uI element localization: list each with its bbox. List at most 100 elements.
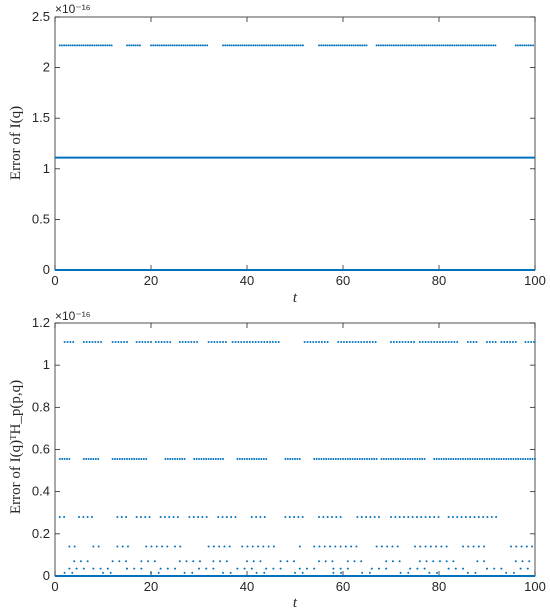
y-tick-label: 0.2 <box>32 526 50 541</box>
data-point <box>157 571 160 574</box>
data-point <box>459 44 462 47</box>
y-tick-label: 1 <box>43 357 50 372</box>
data-point <box>339 515 342 518</box>
data-point <box>472 545 475 548</box>
data-point <box>240 340 243 343</box>
data-point <box>441 340 444 343</box>
data-point <box>61 457 64 460</box>
data-point <box>326 515 329 518</box>
data-point <box>201 44 204 47</box>
data-point <box>222 571 224 574</box>
y-tick-label: 0 <box>43 262 50 277</box>
data-point <box>184 44 187 47</box>
data-point <box>469 340 472 343</box>
data-point <box>427 44 430 47</box>
data-point <box>432 560 435 563</box>
data-point <box>229 571 232 574</box>
data-point <box>157 340 160 343</box>
data-point <box>447 515 450 518</box>
data-point <box>166 340 169 343</box>
data-point <box>79 560 82 563</box>
data-point <box>498 457 500 460</box>
data-point <box>366 457 368 460</box>
data-point <box>452 560 455 563</box>
data-point <box>495 457 498 460</box>
data-point <box>254 44 257 47</box>
data-point <box>82 340 85 343</box>
y-tick-label: 1.2 <box>32 315 50 330</box>
data-point <box>419 545 422 548</box>
data-point <box>205 515 208 518</box>
data-point <box>431 44 434 47</box>
data-point <box>312 340 315 343</box>
data-point <box>279 560 282 563</box>
data-point <box>243 44 246 47</box>
data-point <box>150 571 152 574</box>
data-point <box>409 567 412 570</box>
data-point <box>325 457 328 460</box>
data-point <box>403 44 406 47</box>
data-point <box>85 340 88 343</box>
data-point <box>322 457 325 460</box>
data-point <box>486 567 488 570</box>
data-point <box>345 340 348 343</box>
data-point <box>413 340 416 343</box>
data-point <box>386 44 389 47</box>
data-point <box>315 340 318 343</box>
data-point <box>298 545 301 548</box>
data-point <box>514 560 517 563</box>
data-point <box>377 44 380 47</box>
data-point <box>343 44 346 47</box>
data-point <box>350 545 353 548</box>
data-point <box>160 340 163 343</box>
data-point <box>164 457 167 460</box>
data-point <box>453 44 456 47</box>
data-point <box>514 457 517 460</box>
data-point <box>313 457 316 460</box>
data-point <box>354 44 357 47</box>
data-point <box>154 340 157 343</box>
data-point <box>100 340 103 343</box>
data-point <box>109 571 112 574</box>
data-point <box>272 545 275 548</box>
data-point <box>526 457 529 460</box>
data-point <box>353 560 356 563</box>
data-point <box>349 457 352 460</box>
data-point <box>206 44 209 47</box>
data-point <box>360 340 363 343</box>
data-point <box>447 567 450 570</box>
data-point <box>320 457 323 460</box>
data-point <box>91 44 94 47</box>
data-point <box>320 340 323 343</box>
data-point <box>245 44 248 47</box>
data-point <box>306 567 308 570</box>
data-point <box>262 457 265 460</box>
data-point <box>487 44 490 47</box>
data-point <box>430 340 433 343</box>
data-point <box>174 545 176 548</box>
data-point <box>477 545 480 548</box>
data-point <box>294 571 296 574</box>
data-point <box>106 44 109 47</box>
data-point <box>145 457 148 460</box>
data-point <box>446 44 449 47</box>
x-tick-label: 0 <box>51 273 58 288</box>
data-point <box>388 44 391 47</box>
data-point <box>128 457 131 460</box>
data-point <box>368 340 371 343</box>
data-point <box>86 515 89 518</box>
data-point <box>373 515 376 518</box>
data-point <box>155 545 158 548</box>
data-point <box>263 44 266 47</box>
data-point <box>116 457 119 460</box>
data-point <box>323 545 326 548</box>
data-point <box>466 340 469 343</box>
data-point <box>291 457 294 460</box>
data-point <box>346 44 349 47</box>
data-point <box>99 44 102 47</box>
data-point <box>462 457 464 460</box>
data-point <box>481 457 484 460</box>
data-point <box>267 545 270 548</box>
data-point <box>516 44 519 47</box>
data-point <box>339 545 342 548</box>
